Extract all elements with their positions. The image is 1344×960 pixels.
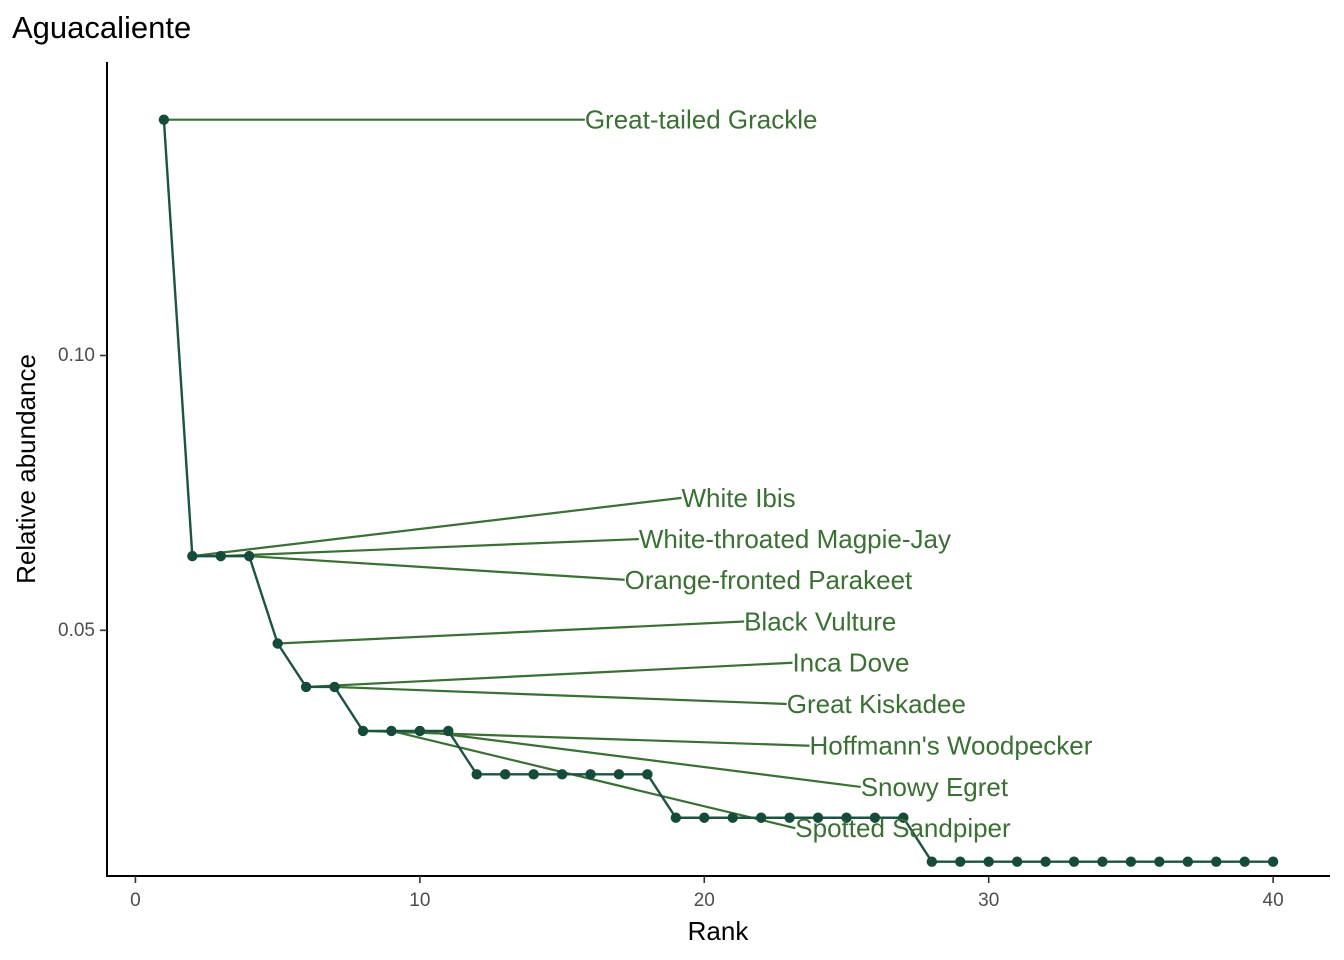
data-point-rank-4: [244, 550, 255, 562]
annotation-label-4: Black Vulture: [744, 607, 896, 637]
x-tick-label-0: 0: [130, 890, 141, 911]
x-tick-label-4: 40: [1263, 890, 1284, 911]
data-point-rank-28: [926, 856, 938, 867]
y-axis-title: Relative abundance: [11, 354, 41, 584]
data-point-rank-36: [1154, 856, 1165, 867]
annotation-leader-4: [277, 620, 745, 645]
data-point-rank-19: [670, 812, 682, 823]
series-line: [162, 119, 1274, 863]
y-tick-label-1: 0.10: [58, 345, 95, 366]
data-point-rank-24: [812, 812, 824, 823]
data-point-rank-6: [300, 681, 312, 693]
annotation-label-3: Orange-fronted Parakeet: [625, 565, 913, 595]
annotation-label-7: Hoffmann's Woodpecker: [810, 731, 1093, 761]
data-point-rank-11: [443, 725, 454, 737]
annotation-labels: Great-tailed Grackle White Ibis White-thro…: [585, 105, 1093, 843]
annotation-leader-5: [306, 661, 793, 689]
data-point-rank-5: [272, 638, 283, 649]
data-point-rank-18: [642, 769, 653, 780]
data-point-rank-15: [556, 769, 568, 780]
data-point-rank-40: [1267, 856, 1279, 867]
data-point-rank-25: [841, 812, 852, 823]
annotation-label-2: White-throated Magpie-Jay: [639, 524, 951, 554]
annotation-label-9: Spotted Sandpiper: [795, 813, 1011, 843]
data-point-rank-12: [471, 769, 482, 780]
data-point-rank-37: [1182, 856, 1193, 867]
data-point-rank-9: [386, 725, 397, 737]
annotation-leader-8: [419, 729, 861, 789]
data-point-rank-16: [585, 769, 596, 780]
annotation-label-0: Great-tailed Grackle: [585, 105, 818, 135]
y-ticks: 0.05 0.10: [58, 345, 107, 641]
data-point-rank-2: [187, 550, 198, 562]
data-point-rank-38: [1211, 856, 1222, 867]
data-point-rank-33: [1068, 856, 1080, 867]
chart-title: Aguacaliente: [12, 10, 191, 45]
data-point-rank-32: [1040, 856, 1051, 867]
annotation-label-6: Great Kiskadee: [787, 689, 966, 719]
x-tick-label-1: 10: [409, 890, 430, 911]
data-point-rank-26: [869, 812, 881, 823]
x-tick-label-3: 30: [978, 890, 999, 911]
data-point-rank-27: [898, 812, 909, 823]
data-point-rank-7: [329, 681, 340, 693]
data-point-rank-3: [215, 550, 226, 562]
data-point-rank-10: [414, 725, 426, 737]
annotation-label-1: White Ibis: [682, 483, 796, 513]
data-point-rank-39: [1239, 856, 1250, 867]
series-layer: [158, 114, 1279, 867]
annotation-leaders: [163, 118, 861, 830]
annotation-leader-6: [334, 685, 787, 706]
y-tick-label-0: 0.05: [58, 620, 95, 641]
plot-area: Great-tailed Grackle White Ibis White-thro…: [158, 105, 1279, 867]
data-point-rank-31: [1011, 856, 1023, 867]
data-point-rank-8: [357, 725, 369, 737]
annotation-leader-2: [220, 537, 639, 558]
data-point-rank-30: [983, 856, 994, 867]
annotation-leader-3: [249, 555, 625, 581]
data-point-rank-35: [1125, 856, 1137, 867]
data-point-rank-21: [727, 812, 738, 823]
x-ticks: 0 10 20 30 40: [130, 876, 1284, 911]
x-tick-label-2: 20: [694, 890, 715, 911]
x-axis-title: Rank: [688, 916, 750, 946]
data-point-rank-20: [699, 812, 710, 823]
annotation-leader-1: [192, 496, 682, 558]
data-point-rank-17: [613, 769, 625, 780]
annotation-label-8: Snowy Egret: [861, 772, 1009, 802]
annotation-label-5: Inca Dove: [792, 648, 909, 678]
data-point-rank-23: [784, 812, 795, 823]
data-point-rank-29: [955, 856, 966, 867]
data-point-rank-34: [1097, 856, 1108, 867]
data-point-rank-13: [499, 769, 511, 780]
data-point-rank-22: [755, 812, 767, 823]
data-point-rank-1: [158, 114, 170, 125]
data-point-rank-14: [528, 769, 539, 780]
